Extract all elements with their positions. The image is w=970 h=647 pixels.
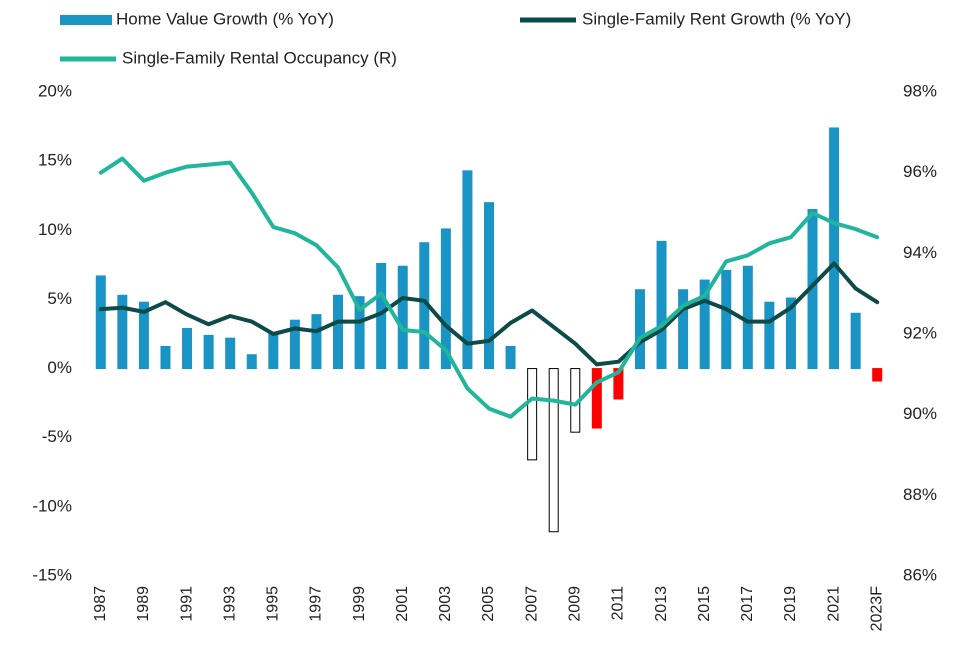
bar <box>333 294 344 370</box>
bar <box>268 333 279 370</box>
bar <box>462 170 473 370</box>
bar <box>785 297 796 370</box>
x-tick-label: 1991 <box>178 586 195 622</box>
bar <box>203 334 214 370</box>
legend-swatch <box>60 15 112 25</box>
x-tick-label: 1993 <box>221 586 238 622</box>
y-tick-label: 5% <box>47 289 72 308</box>
bar <box>850 312 861 370</box>
x-tick-label: 2007 <box>523 586 540 622</box>
legend-label: Single-Family Rent Growth (% YoY) <box>582 9 851 28</box>
x-tick-label: 2003 <box>437 586 454 622</box>
line <box>98 156 880 419</box>
x-tick-label: 1987 <box>92 586 109 622</box>
x-tick-label: 2009 <box>566 586 583 622</box>
bar <box>182 327 193 370</box>
legend-label: Single-Family Rental Occupancy (R) <box>122 48 397 67</box>
bar <box>742 265 753 370</box>
x-tick-label: 2019 <box>782 586 799 622</box>
bar <box>699 279 710 370</box>
y2-tick-label: 86% <box>903 565 937 584</box>
bar <box>484 202 494 370</box>
line <box>98 261 880 367</box>
bar <box>397 265 408 370</box>
y-tick-label: -15% <box>32 565 72 584</box>
bar <box>721 269 732 370</box>
bar <box>505 345 516 370</box>
x-tick-label: 2005 <box>480 586 497 622</box>
legend-label: Home Value Growth (% YoY) <box>116 9 334 28</box>
x-tick-label: 2011 <box>610 586 627 621</box>
bar <box>225 337 236 370</box>
x-tick-label: 1999 <box>351 586 368 622</box>
y-tick-label: 15% <box>38 151 72 170</box>
x-tick-label: 2023F <box>868 586 885 632</box>
bar <box>138 301 149 370</box>
bar <box>764 301 775 370</box>
bar <box>678 289 689 370</box>
x-tick-label: 1989 <box>135 586 152 622</box>
x-tick-label: 2015 <box>696 586 713 622</box>
bar <box>634 289 645 370</box>
y2-tick-label: 94% <box>903 243 937 262</box>
y2-tick-label: 96% <box>903 162 937 181</box>
y2-tick-label: 92% <box>903 323 937 342</box>
x-tick-label: 2021 <box>825 586 842 622</box>
bar <box>354 296 365 370</box>
bar <box>311 314 322 370</box>
bar <box>548 368 559 533</box>
bar <box>440 228 451 370</box>
bar <box>160 345 171 370</box>
bar <box>246 354 257 370</box>
y2-tick-label: 98% <box>903 81 937 100</box>
y-tick-label: -10% <box>32 496 72 515</box>
x-tick-label: 2017 <box>739 586 756 622</box>
y2-tick-label: 88% <box>903 485 937 504</box>
x-tick-label: 1997 <box>308 586 325 622</box>
x-tick-label: 2013 <box>653 586 670 622</box>
bar <box>872 368 883 382</box>
y-tick-label: 20% <box>38 81 72 100</box>
y-tick-label: 10% <box>38 220 72 239</box>
y-tick-label: -5% <box>42 427 72 446</box>
bar <box>829 127 840 370</box>
bar <box>527 368 538 461</box>
bar <box>591 368 602 429</box>
bar <box>656 240 667 370</box>
bar <box>95 275 106 370</box>
bar <box>117 294 128 370</box>
x-tick-label: 1995 <box>265 586 282 622</box>
bar <box>289 319 300 370</box>
y2-tick-label: 90% <box>903 404 937 423</box>
x-tick-label: 2001 <box>394 586 411 622</box>
y-tick-label: 0% <box>47 358 72 377</box>
